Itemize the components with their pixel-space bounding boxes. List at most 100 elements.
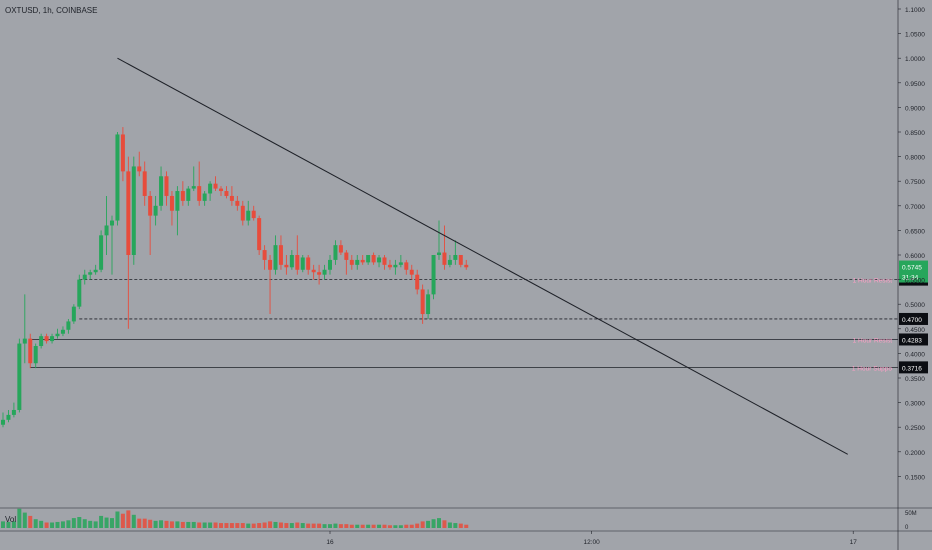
candle-body[interactable] — [278, 245, 283, 265]
y-tick-label: 0.3000 — [905, 401, 925, 408]
candle-body[interactable] — [60, 329, 65, 334]
candle-body[interactable] — [415, 274, 420, 290]
candle-body[interactable] — [426, 294, 431, 315]
candle-body[interactable] — [66, 321, 71, 330]
candle-body[interactable] — [55, 333, 60, 337]
candle-body[interactable] — [88, 272, 93, 275]
candle-body[interactable] — [99, 235, 104, 270]
candle-body[interactable] — [175, 191, 180, 211]
candle-body[interactable] — [110, 220, 114, 226]
volume-bar — [88, 520, 93, 528]
trendline-layer[interactable] — [117, 57, 848, 455]
candle-body[interactable] — [191, 186, 196, 189]
candle-body[interactable] — [371, 255, 376, 263]
candle-body[interactable] — [262, 250, 267, 260]
candle-body[interactable] — [355, 259, 360, 265]
candle-body[interactable] — [377, 257, 382, 263]
volume-bar — [66, 520, 71, 528]
candle-body[interactable] — [126, 171, 131, 255]
volume-bar — [93, 521, 98, 528]
candle-body[interactable] — [366, 255, 371, 263]
candle-body[interactable] — [437, 252, 441, 255]
candle-body[interactable] — [306, 257, 311, 270]
volume-bar — [328, 524, 332, 528]
candle-body[interactable] — [317, 272, 322, 275]
trendline[interactable] — [117, 57, 848, 455]
candle-body[interactable] — [409, 269, 414, 275]
candle-body[interactable] — [295, 255, 300, 270]
candle-body[interactable] — [202, 193, 207, 201]
candle-body[interactable] — [137, 166, 142, 172]
volume-bar — [295, 522, 300, 528]
candle-body[interactable] — [464, 264, 469, 268]
candle-body[interactable] — [453, 255, 458, 260]
candle-body[interactable] — [382, 257, 387, 265]
candle-body[interactable] — [213, 183, 218, 189]
candle-body[interactable] — [153, 205, 158, 216]
candle-body[interactable] — [180, 191, 185, 201]
candle-body[interactable] — [398, 262, 403, 265]
candle-body[interactable] — [431, 255, 436, 295]
candle-body[interactable] — [142, 171, 147, 196]
candle-body[interactable] — [71, 306, 76, 322]
volume-bar — [39, 520, 44, 528]
candle-body[interactable] — [251, 210, 256, 219]
candle-body[interactable] — [115, 134, 120, 221]
candle-body[interactable] — [6, 414, 11, 420]
candle-body[interactable] — [289, 255, 294, 268]
candle-body[interactable] — [442, 252, 447, 265]
candle-body[interactable] — [159, 176, 164, 206]
candle-body[interactable] — [420, 289, 425, 315]
volume-bar — [349, 524, 354, 528]
candle-body[interactable] — [164, 176, 169, 196]
candle-body[interactable] — [300, 257, 305, 270]
candle-body[interactable] — [131, 166, 136, 255]
candle-body[interactable] — [82, 274, 87, 280]
candle-body[interactable] — [229, 195, 234, 201]
candle-body[interactable] — [33, 346, 38, 364]
candle-body[interactable] — [349, 259, 354, 265]
candle-body[interactable] — [93, 269, 98, 273]
candle-body[interactable] — [208, 183, 213, 194]
candle-body[interactable] — [11, 409, 16, 415]
candle-body[interactable] — [360, 259, 365, 263]
candle-body[interactable] — [169, 195, 174, 211]
levels-layer: 1 Hour Resist 0.5500 0.4700 1 Hour Resist 0.… — [30, 260, 928, 374]
candle-body[interactable] — [333, 245, 338, 260]
candle-body[interactable] — [1, 419, 5, 425]
candle-body[interactable] — [240, 205, 245, 221]
candle-body[interactable] — [311, 269, 316, 273]
candle-body[interactable] — [447, 259, 452, 265]
candle-body[interactable] — [28, 338, 33, 364]
candle-body[interactable] — [328, 259, 332, 270]
candle-body[interactable] — [186, 188, 191, 201]
candle-body[interactable] — [148, 195, 153, 216]
volume-label: Vol — [5, 515, 16, 524]
candle-body[interactable] — [284, 264, 289, 268]
candle-body[interactable] — [224, 191, 229, 196]
candle-body[interactable] — [257, 218, 262, 251]
candle-body[interactable] — [387, 264, 392, 268]
candle-body[interactable] — [458, 255, 463, 265]
candle-body[interactable] — [50, 336, 55, 342]
candle-body[interactable] — [268, 259, 273, 270]
volume-bar — [322, 524, 327, 528]
candle-body[interactable] — [120, 134, 125, 172]
candle-body[interactable] — [322, 269, 327, 275]
candle-body[interactable] — [197, 186, 202, 201]
candle-body[interactable] — [393, 264, 398, 268]
candle-body[interactable] — [338, 245, 343, 253]
candle-body[interactable] — [219, 188, 223, 192]
candle-body[interactable] — [404, 262, 409, 270]
candle-body[interactable] — [104, 225, 109, 236]
candle-body[interactable] — [22, 338, 27, 344]
candle-body[interactable] — [235, 200, 240, 206]
candle-body[interactable] — [17, 343, 22, 410]
candle-body[interactable] — [39, 336, 44, 347]
candle-body[interactable] — [44, 336, 49, 342]
candle-body[interactable] — [77, 279, 82, 307]
candle-body[interactable] — [344, 252, 349, 260]
candle-body[interactable] — [273, 245, 278, 270]
candle-body[interactable] — [246, 210, 251, 221]
